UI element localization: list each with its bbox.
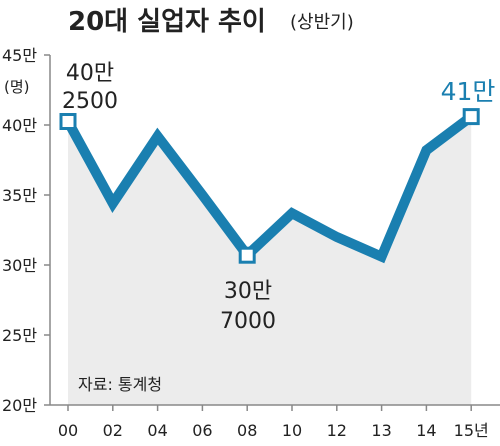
data-label: 2500 [62, 89, 118, 114]
y-tick-label: 20만 [2, 396, 37, 415]
y-tick-label: 25만 [2, 326, 37, 345]
x-tick-label: 04 [147, 421, 167, 440]
series-line [61, 109, 479, 264]
data-label: 41만 [441, 77, 496, 106]
plot-area: 20만 25만 30만 35만 40만 45만 00 02 04 06 08 10 12 13 14 15년 4… [2, 46, 500, 440]
y-tick-label: 40만 [2, 116, 37, 135]
chart-subtitle: (상반기) [290, 12, 354, 33]
area-fill [68, 116, 472, 405]
data-label: 7000 [220, 309, 276, 334]
data-point-marker [462, 108, 480, 126]
x-tick-label: 08 [237, 421, 257, 440]
y-tick-label: 35만 [2, 186, 37, 205]
data-label: 30만 [224, 279, 272, 304]
x-tick-label: 02 [103, 421, 123, 440]
y-unit-label: (명) [4, 78, 30, 96]
x-tick-label: 13 [371, 421, 391, 440]
x-tick-label: 00 [58, 421, 78, 440]
x-tick-label: 15년 [454, 421, 489, 440]
data-point-marker [238, 246, 256, 264]
y-tick-label: 45만 [2, 46, 37, 65]
x-tick-label: 14 [416, 421, 436, 440]
source-note: 자료: 통계청 [78, 375, 162, 394]
data-label: 40만 [66, 61, 114, 86]
data-point-marker [59, 113, 77, 130]
x-tick-label: 06 [192, 421, 212, 440]
y-tick-label: 30만 [2, 256, 37, 275]
x-tick-label: 10 [282, 421, 302, 440]
chart-title: 20대 실업자 추이 [68, 7, 266, 37]
x-tick-label: 12 [327, 421, 347, 440]
